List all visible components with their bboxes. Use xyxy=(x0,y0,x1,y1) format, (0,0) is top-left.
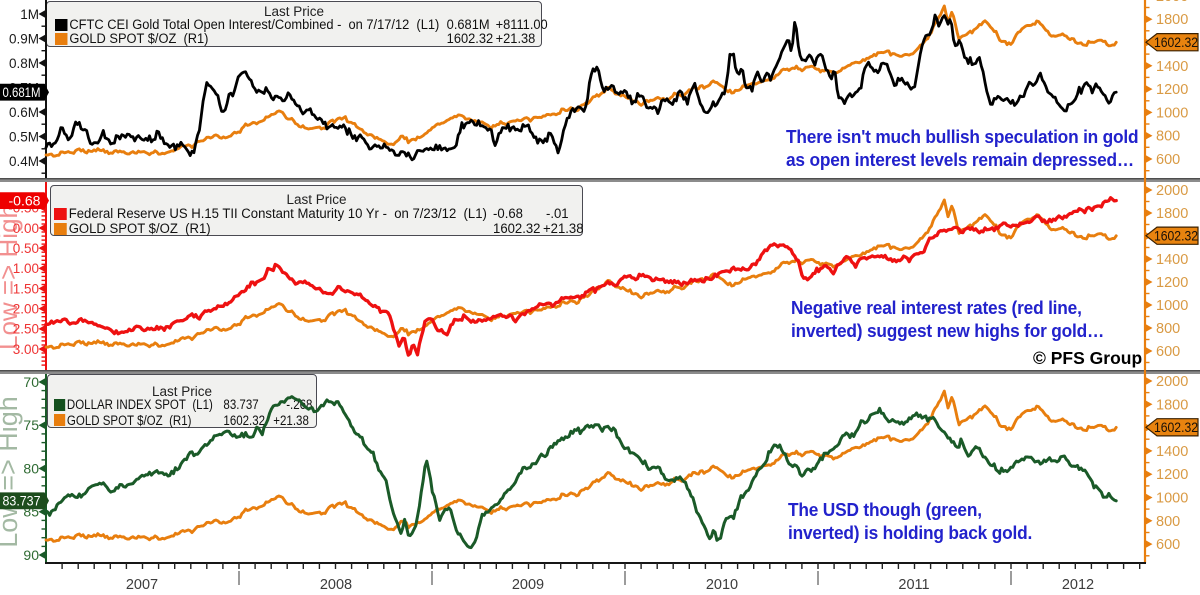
svg-text:Low => High: Low => High xyxy=(0,396,23,548)
svg-text:2000: 2000 xyxy=(1156,0,1188,5)
svg-text:70: 70 xyxy=(23,374,39,390)
svg-text:1200: 1200 xyxy=(1156,82,1188,98)
svg-text:0.8M: 0.8M xyxy=(9,56,39,71)
svg-text:1.00: 1.00 xyxy=(13,261,39,276)
svg-text:1200: 1200 xyxy=(1156,275,1188,291)
svg-text:1602.32: 1602.32 xyxy=(1154,228,1198,243)
svg-text:0.4M: 0.4M xyxy=(9,154,39,169)
svg-text:1800: 1800 xyxy=(1156,397,1188,413)
svg-text:0.681M: 0.681M xyxy=(3,85,41,100)
svg-text:3.00: 3.00 xyxy=(13,342,39,357)
svg-text:2.00: 2.00 xyxy=(13,302,39,317)
svg-text:80: 80 xyxy=(23,460,39,476)
svg-text:0.9M: 0.9M xyxy=(9,31,39,46)
svg-text:0.6M: 0.6M xyxy=(9,105,39,120)
svg-text:1000: 1000 xyxy=(1156,491,1188,507)
svg-text:Low => High: Low => High xyxy=(0,204,23,350)
svg-text:600: 600 xyxy=(1156,152,1180,168)
svg-text:1000: 1000 xyxy=(1156,298,1188,314)
svg-text:83.737: 83.737 xyxy=(3,494,41,509)
svg-text:2008: 2008 xyxy=(320,577,352,593)
svg-text:600: 600 xyxy=(1156,344,1180,360)
svg-text:1400: 1400 xyxy=(1156,59,1188,75)
svg-text:1602.32: 1602.32 xyxy=(1154,35,1198,50)
svg-text:2.50: 2.50 xyxy=(13,322,39,337)
svg-text:90: 90 xyxy=(23,547,39,563)
svg-text:1M: 1M xyxy=(20,7,39,22)
svg-text:1400: 1400 xyxy=(1156,444,1188,460)
svg-text:0.50: 0.50 xyxy=(13,241,39,256)
svg-text:0.5M: 0.5M xyxy=(9,129,39,144)
svg-text:75: 75 xyxy=(23,417,39,433)
svg-text:2012: 2012 xyxy=(1062,577,1094,593)
svg-text:2010: 2010 xyxy=(706,577,738,593)
svg-text:800: 800 xyxy=(1156,514,1180,530)
svg-text:2011: 2011 xyxy=(898,577,929,593)
svg-text:1800: 1800 xyxy=(1156,12,1188,28)
svg-text:2000: 2000 xyxy=(1156,374,1188,390)
svg-text:-0.68: -0.68 xyxy=(9,194,41,209)
svg-text:2000: 2000 xyxy=(1156,183,1188,199)
svg-text:1000: 1000 xyxy=(1156,105,1188,121)
svg-text:2009: 2009 xyxy=(512,577,544,593)
svg-text:2007: 2007 xyxy=(126,577,158,593)
svg-text:1200: 1200 xyxy=(1156,467,1188,483)
svg-text:600: 600 xyxy=(1156,537,1180,553)
svg-text:800: 800 xyxy=(1156,321,1180,337)
svg-text:0.00: 0.00 xyxy=(13,221,39,236)
svg-text:800: 800 xyxy=(1156,129,1180,145)
svg-text:1800: 1800 xyxy=(1156,206,1188,222)
svg-text:1.50: 1.50 xyxy=(13,281,39,296)
svg-text:1602.32: 1602.32 xyxy=(1154,420,1198,435)
svg-text:1400: 1400 xyxy=(1156,252,1188,268)
